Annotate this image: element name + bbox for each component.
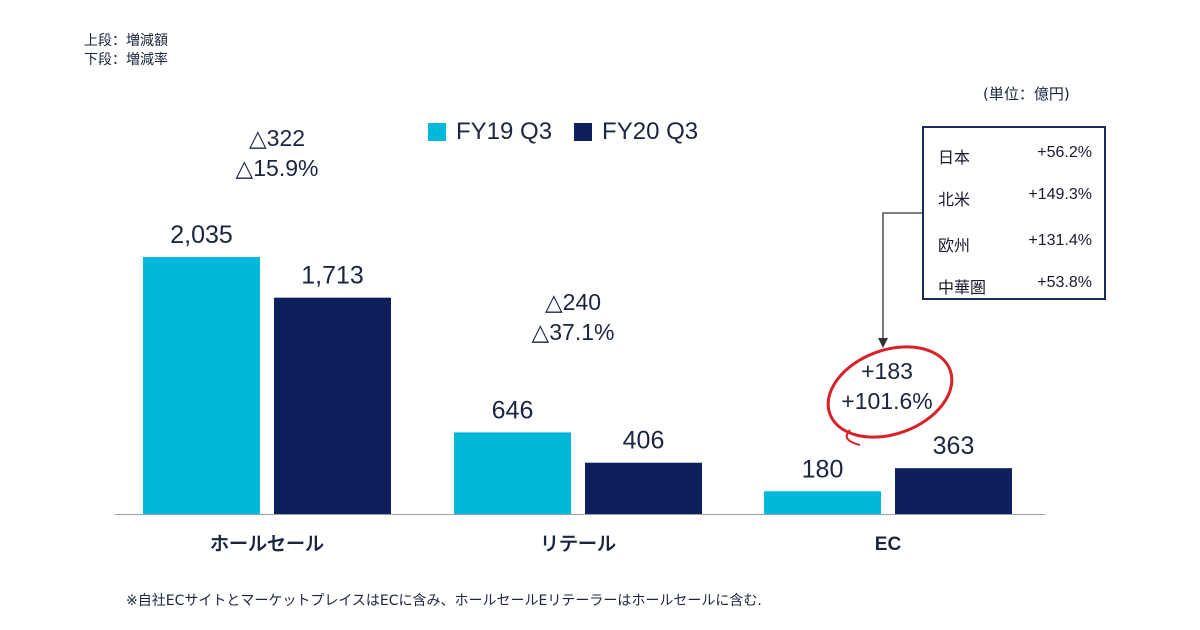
bar-fy20 (274, 297, 391, 514)
data-label: 2,035 (170, 221, 233, 249)
legend-item-fy20: FY20 Q3 (574, 118, 698, 146)
connector-line (882, 212, 922, 340)
note-line-2: 下段：増減率 (84, 52, 168, 68)
region-name: 欧州 (938, 236, 971, 255)
data-label: 1,713 (301, 262, 364, 290)
region-breakdown-box: 日本 +56.2% 北米 +149.3% 欧州 +131.4% 中華圏 +53.… (922, 126, 1106, 300)
data-label: 646 (492, 396, 534, 424)
notes: 上段：増減額 下段：増減率 (84, 32, 168, 70)
change-amount: △322 (249, 125, 305, 151)
change-rate: △15.9% (236, 155, 319, 181)
legend-swatch-fy20 (574, 123, 593, 141)
region-row-north-america: 北米 +149.3% (924, 180, 1104, 210)
category-label: リテール (540, 534, 616, 555)
data-label: 406 (623, 427, 665, 455)
footnote: ※自社ECサイトとマーケットプレイスはECに含み、ホールセールEリテーラーはホー… (126, 593, 762, 609)
legend-label-fy20: FY20 Q3 (602, 118, 699, 145)
legend: FY19 Q3 FY20 Q3 (428, 118, 698, 146)
change-rate: +101.6% (841, 388, 932, 414)
unit-label: (単位：億円) (983, 85, 1070, 103)
region-value: +56.2% (1037, 144, 1092, 161)
region-name: 北米 (938, 190, 971, 209)
highlight-tail-ec (845, 429, 861, 446)
bar-fy19 (764, 491, 881, 514)
highlight-circle-ec (826, 345, 954, 439)
bar-fy20 (895, 468, 1012, 514)
region-value: +53.8% (1037, 274, 1092, 291)
connector-arrowhead (878, 338, 888, 348)
bar-fy20 (585, 462, 702, 514)
region-value: +131.4% (1028, 232, 1092, 249)
data-label: 363 (933, 432, 975, 460)
region-name: 中華圏 (938, 278, 987, 297)
change-rate: △37.1% (532, 319, 615, 345)
legend-item-fy19: FY19 Q3 (428, 118, 552, 146)
region-value: +149.3% (1028, 186, 1092, 203)
region-name: 日本 (938, 148, 971, 167)
category-label: ホールセール (210, 534, 324, 555)
bar-fy19 (454, 432, 571, 514)
change-amount: △240 (545, 289, 601, 315)
data-label: 180 (802, 455, 844, 483)
category-label: EC (875, 534, 902, 555)
note-line-1: 上段：増減額 (84, 33, 168, 49)
bar-fy19 (143, 257, 260, 514)
legend-swatch-fy19 (428, 123, 446, 141)
region-row-greater-china: 中華圏 +53.8% (924, 268, 1104, 298)
legend-label-fy19: FY19 Q3 (456, 118, 553, 145)
change-amount: +183 (861, 358, 913, 384)
region-row-europe: 欧州 +131.4% (924, 226, 1104, 256)
region-row-japan: 日本 +56.2% (924, 138, 1104, 168)
